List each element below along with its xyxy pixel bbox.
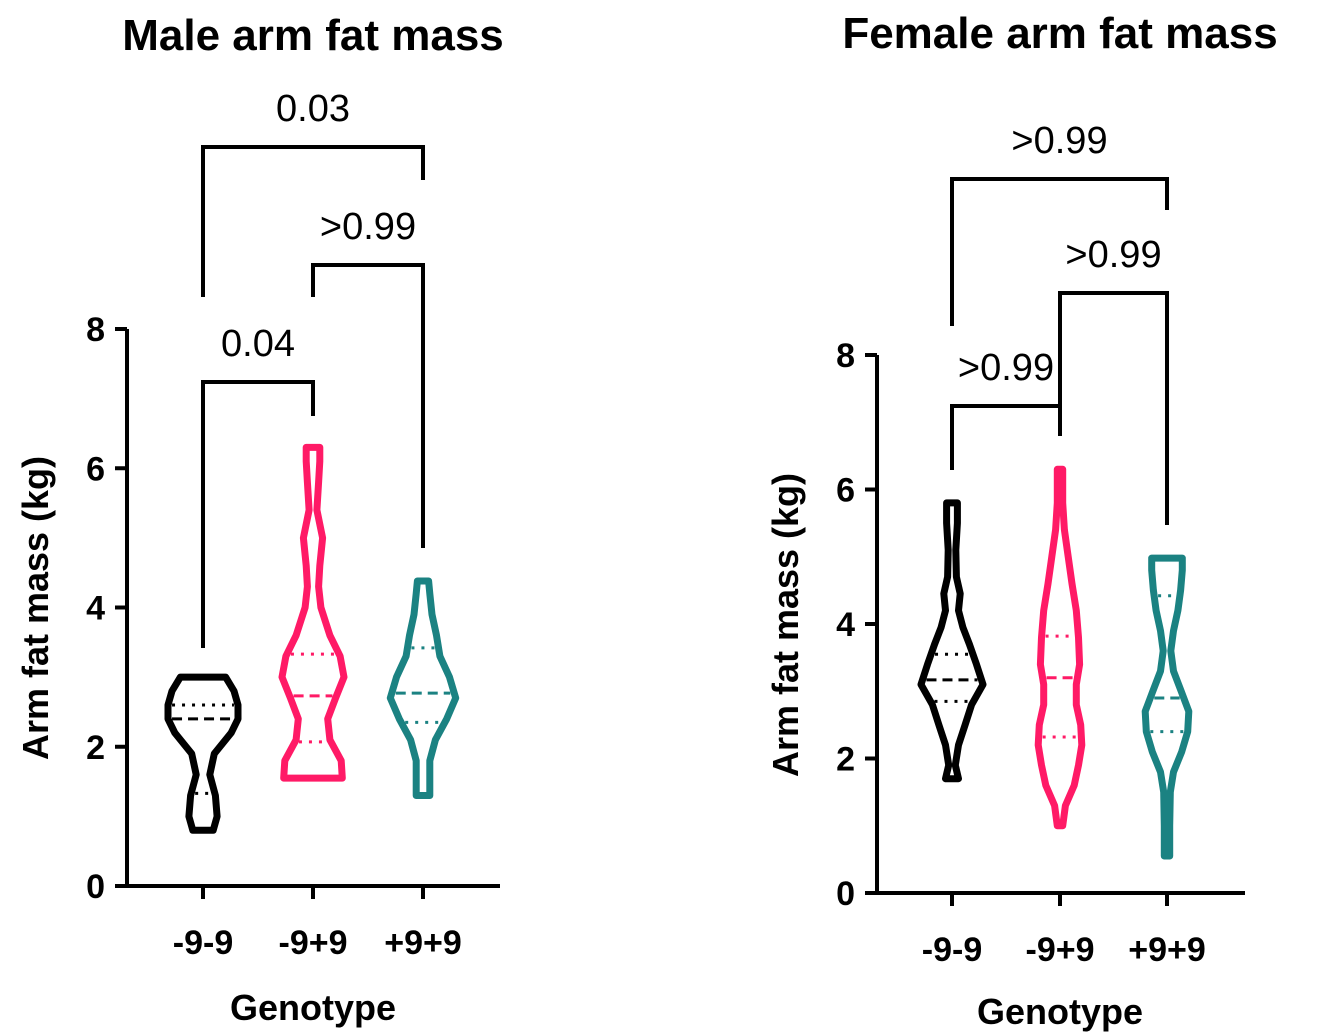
y-axis-label: Arm fat mass (kg)	[765, 473, 806, 777]
y-tick-label: 0	[86, 868, 105, 906]
x-tick-label: +9+9	[1128, 931, 1206, 969]
violin--9+9	[278, 443, 348, 782]
violin-+9+9	[386, 577, 460, 799]
y-tick-label: 6	[836, 472, 855, 510]
y-tick-label: 2	[836, 741, 855, 779]
comparison-bracket	[950, 404, 1062, 470]
p-value-label: >0.99	[320, 206, 416, 248]
x-axis-label: Genotype	[977, 991, 1143, 1032]
comparison-bracket	[950, 177, 1169, 326]
chart-title: Female arm fat mass	[842, 9, 1277, 58]
y-tick-label: 4	[836, 606, 855, 644]
violin-+9+9	[1141, 554, 1193, 860]
p-value-label: >0.99	[958, 347, 1054, 389]
y-tick-label: 8	[836, 337, 855, 375]
p-value-label: 0.03	[276, 88, 350, 130]
x-tick-label: -9+9	[1026, 931, 1095, 969]
p-value-label: >0.99	[1065, 234, 1161, 276]
violin--9-9	[917, 499, 987, 783]
comparison-bracket	[201, 380, 315, 648]
chart-panel-1: Male arm fat mass 0 2 4 6 8 -9-9 -9+9 +9+9 Genoty…	[15, 11, 504, 1028]
y-axis-label: Arm fat mass (kg)	[15, 456, 56, 760]
y-tick-label: 8	[86, 311, 105, 349]
p-value-label: >0.99	[1011, 120, 1107, 162]
comparison-bracket	[311, 263, 425, 548]
violin--9+9	[1034, 465, 1086, 830]
x-tick-label: -9-9	[922, 931, 982, 969]
x-axis-label: Genotype	[230, 987, 396, 1028]
chart-panel-2: Female arm fat mass 0 2 4 6 8 -9-9 -9+9 +9+9 Geno…	[765, 9, 1278, 1032]
y-tick-label: 6	[86, 450, 105, 488]
comparison-bracket	[1058, 291, 1169, 525]
x-tick-label: -9-9	[173, 924, 233, 962]
y-tick-label: 4	[86, 590, 105, 628]
x-tick-label: -9+9	[279, 924, 348, 962]
violin--9-9	[164, 673, 242, 834]
p-value-label: 0.04	[221, 323, 295, 365]
chart-title: Male arm fat mass	[122, 11, 504, 60]
x-tick-label: +9+9	[384, 924, 462, 962]
comparison-bracket	[201, 145, 425, 297]
y-tick-label: 2	[86, 729, 105, 767]
y-tick-label: 0	[836, 875, 855, 913]
